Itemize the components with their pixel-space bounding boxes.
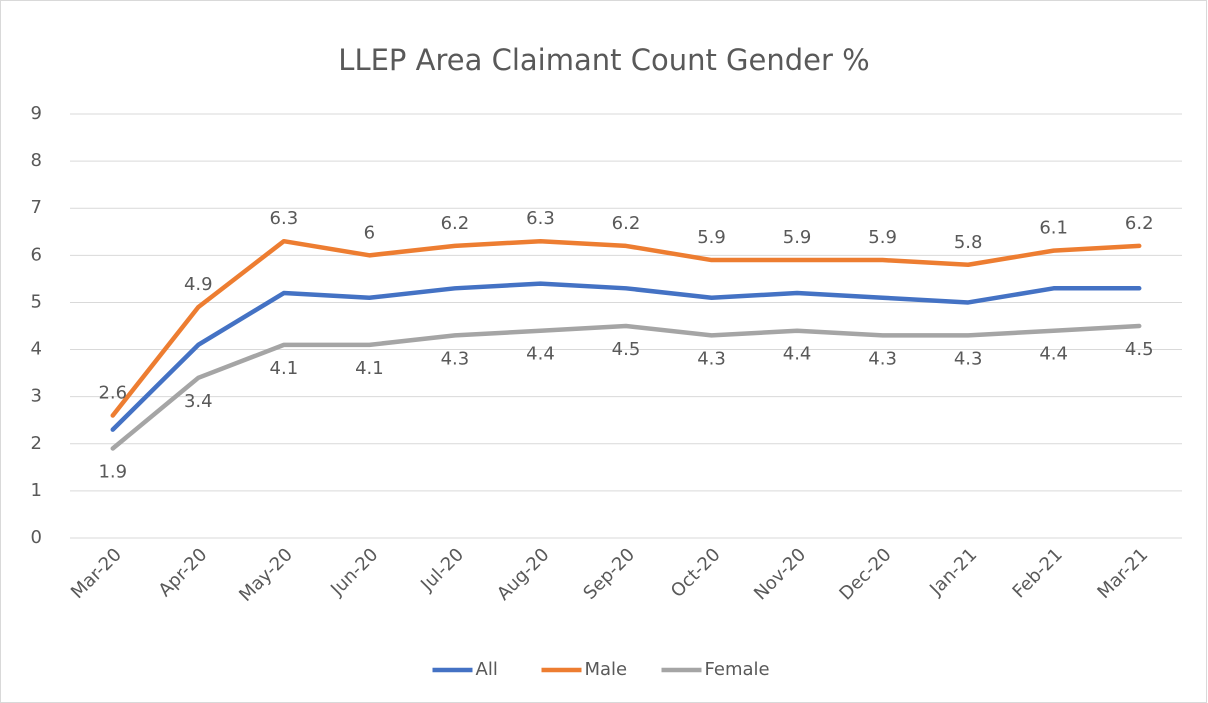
legend-label: All [476, 659, 498, 680]
legend-label: Male [585, 659, 628, 680]
y-tick-label: 1 [31, 480, 42, 501]
data-label: 6 [364, 222, 375, 243]
series-line [110, 238, 1142, 418]
data-label: 4.1 [355, 358, 384, 379]
data-label: 3.4 [184, 391, 213, 412]
data-label: 6.2 [1125, 213, 1154, 234]
data-label: 5.8 [954, 232, 983, 253]
data-label: 4.3 [441, 348, 470, 369]
y-tick-label: 0 [31, 527, 42, 548]
data-label: 4.4 [526, 344, 555, 365]
data-label: 4.4 [783, 344, 812, 365]
y-tick-label: 6 [31, 244, 42, 265]
data-label: 1.9 [98, 461, 127, 482]
data-label: 4.3 [868, 348, 897, 369]
y-tick-label: 8 [31, 150, 42, 171]
data-label: 4.5 [612, 339, 641, 360]
data-label: 4.4 [1039, 344, 1068, 365]
data-label: 4.3 [954, 348, 983, 369]
data-label: 6.2 [612, 213, 641, 234]
data-label: 5.9 [697, 227, 726, 248]
data-label: 6.3 [526, 208, 555, 229]
y-tick-label: 7 [31, 197, 42, 218]
data-label: 6.2 [441, 213, 470, 234]
data-label: 5.9 [783, 227, 812, 248]
data-label: 4.9 [184, 274, 213, 295]
y-tick-label: 9 [31, 103, 42, 124]
y-tick-label: 3 [31, 386, 42, 407]
legend-label: Female [705, 659, 770, 680]
data-label: 2.6 [98, 383, 127, 404]
data-label: 6.1 [1039, 218, 1068, 239]
chart-title: LLEP Area Claimant Count Gender % [338, 43, 869, 77]
series-line [110, 323, 1142, 451]
data-label: 6.3 [270, 208, 299, 229]
data-label: 4.1 [270, 358, 299, 379]
data-label: 4.5 [1125, 339, 1154, 360]
y-tick-label: 4 [31, 339, 42, 360]
series-line [110, 281, 1142, 432]
data-label: 5.9 [868, 227, 897, 248]
y-tick-label: 2 [31, 433, 42, 454]
y-tick-label: 5 [31, 291, 42, 312]
data-label: 4.3 [697, 348, 726, 369]
